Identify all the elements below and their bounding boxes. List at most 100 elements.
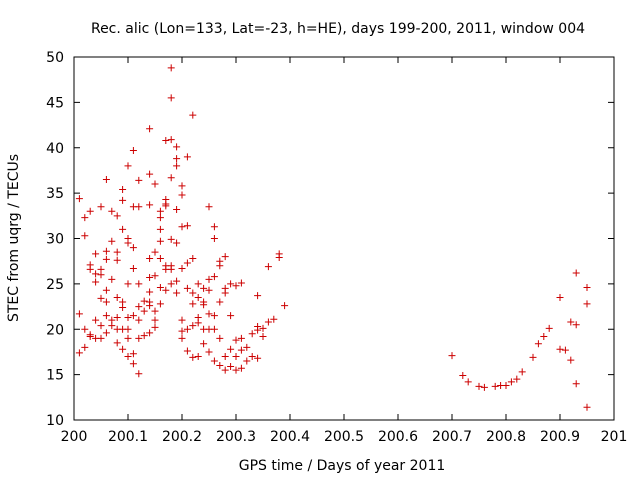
- data-point: [178, 316, 186, 324]
- data-point: [264, 318, 272, 326]
- data-point: [146, 329, 154, 337]
- data-point: [81, 343, 89, 351]
- data-point: [254, 292, 262, 300]
- plot-frame: [73, 56, 615, 421]
- data-point: [156, 237, 164, 245]
- data-point: [113, 293, 121, 301]
- data-point: [124, 325, 132, 333]
- data-point: [183, 222, 191, 230]
- data-point: [205, 310, 213, 318]
- data-point: [502, 382, 510, 390]
- data-point: [140, 307, 148, 315]
- data-point: [189, 254, 197, 262]
- data-point: [583, 300, 591, 308]
- data-point: [167, 136, 175, 144]
- data-point: [243, 357, 251, 365]
- data-point: [129, 264, 137, 272]
- data-point: [567, 318, 575, 326]
- x-axis-label: GPS time / Days of year 2011: [239, 458, 446, 474]
- data-point: [81, 214, 89, 222]
- data-point: [556, 293, 564, 301]
- data-point: [156, 214, 164, 222]
- data-point: [173, 143, 181, 151]
- data-point: [221, 352, 229, 360]
- data-point: [210, 357, 218, 365]
- data-point: [124, 352, 132, 360]
- data-point: [200, 301, 208, 309]
- data-point: [135, 316, 143, 324]
- data-point: [97, 271, 105, 279]
- y-tick-label: 15: [46, 368, 64, 384]
- data-point: [119, 225, 127, 233]
- data-point: [529, 353, 537, 361]
- data-point: [583, 284, 591, 292]
- data-point: [113, 313, 121, 321]
- data-point: [102, 298, 110, 306]
- data-point: [205, 203, 213, 211]
- data-point: [102, 286, 110, 294]
- data-point: [178, 182, 186, 190]
- data-point: [232, 336, 240, 344]
- data-point: [129, 312, 137, 320]
- data-point: [264, 263, 272, 271]
- data-point: [97, 203, 105, 211]
- data-point: [561, 346, 569, 354]
- data-point: [189, 322, 197, 330]
- data-point: [135, 334, 143, 342]
- data-point: [237, 346, 245, 354]
- data-point: [167, 235, 175, 243]
- data-point: [135, 203, 143, 211]
- data-point: [113, 256, 121, 264]
- data-points: [75, 64, 591, 411]
- data-point: [119, 303, 127, 311]
- data-point: [232, 366, 240, 374]
- data-point: [178, 264, 186, 272]
- data-point: [572, 321, 580, 329]
- data-point: [545, 324, 553, 332]
- y-tick-label: 45: [46, 95, 64, 111]
- data-point: [75, 349, 83, 357]
- data-point: [194, 319, 202, 327]
- data-point: [216, 262, 224, 270]
- data-point: [86, 265, 94, 273]
- data-point: [194, 352, 202, 360]
- data-point: [167, 280, 175, 288]
- data-point: [254, 326, 262, 334]
- x-tick-label: 200.3: [216, 429, 256, 445]
- y-tick-label: 10: [46, 413, 64, 429]
- data-point: [92, 316, 100, 324]
- data-point: [167, 174, 175, 182]
- y-tick-label: 35: [46, 186, 64, 202]
- x-tick-label: 200.4: [270, 429, 310, 445]
- data-point: [237, 334, 245, 342]
- data-point: [173, 239, 181, 247]
- data-point: [210, 223, 218, 231]
- data-point: [97, 322, 105, 330]
- data-point: [189, 353, 197, 361]
- data-point: [124, 280, 132, 288]
- data-point: [237, 364, 245, 372]
- data-point: [86, 207, 94, 215]
- data-point: [275, 250, 283, 258]
- x-tick-label: 200.6: [378, 429, 418, 445]
- data-point: [248, 352, 256, 360]
- data-point: [146, 302, 154, 310]
- data-point: [556, 345, 564, 353]
- data-point: [183, 347, 191, 355]
- data-point: [135, 280, 143, 288]
- data-point: [81, 232, 89, 240]
- data-point: [92, 270, 100, 278]
- data-point: [146, 201, 154, 209]
- data-point: [156, 300, 164, 308]
- data-point: [151, 248, 159, 256]
- data-point: [135, 370, 143, 378]
- data-point: [173, 277, 181, 285]
- data-point: [572, 380, 580, 388]
- data-point: [183, 259, 191, 267]
- data-point: [124, 162, 132, 170]
- data-point: [146, 254, 154, 262]
- chart-title: Rec. alic (Lon=133, Lat=-23, h=HE), days…: [91, 21, 585, 37]
- x-tick-label: 200.2: [162, 429, 202, 445]
- data-point: [200, 340, 208, 348]
- data-point: [459, 372, 467, 380]
